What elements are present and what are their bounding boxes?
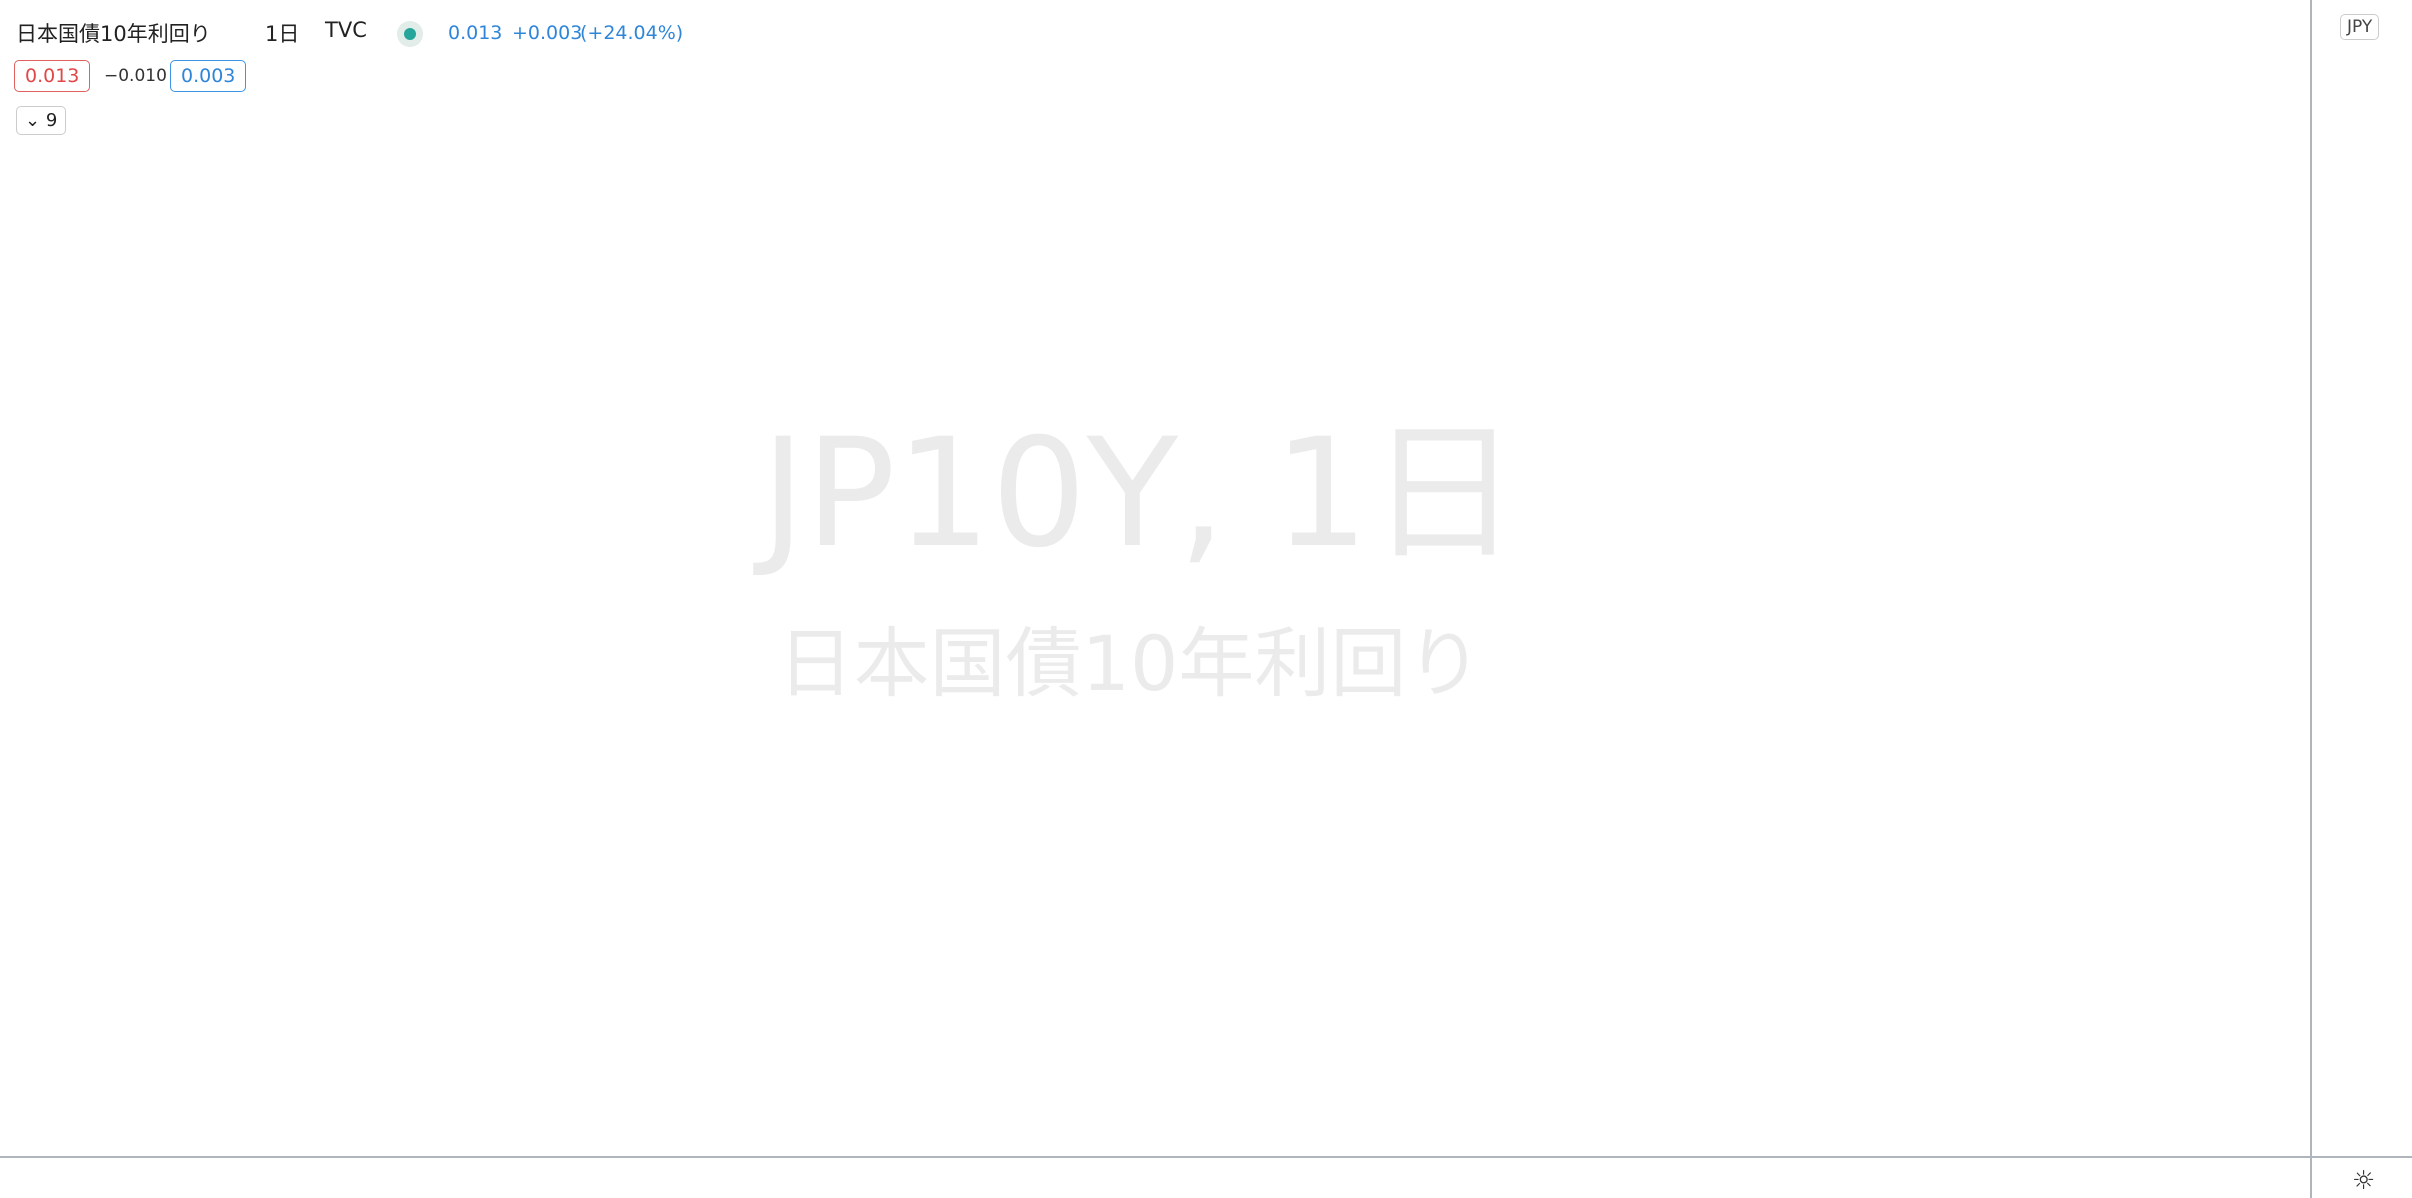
interval[interactable]: 1日 (265, 22, 300, 46)
change: +0.003 (512, 22, 583, 44)
watermark-sub: 日本国債10年利回り (778, 619, 1483, 708)
settings-icon[interactable]: ☼ (2352, 1166, 2376, 1196)
legend-value: 0.013 (14, 60, 91, 92)
legend-change: 0.003 (170, 60, 247, 92)
currency-button[interactable]: JPY (2340, 14, 2380, 40)
status-dot (404, 28, 416, 40)
indicator-toggle[interactable]: ⌄ 9 (16, 106, 67, 135)
source: TVC (325, 18, 367, 42)
change-pct: (+24.04%) (580, 22, 684, 44)
symbol-title: 日本国債10年利回り (16, 22, 211, 46)
legend-low: −0.010 (104, 66, 167, 86)
watermark: JP10Y, 1日 (753, 407, 1519, 581)
status-dot-bg (397, 21, 423, 47)
indicator-count: 9 (45, 110, 58, 131)
chevron: ⌄ (25, 110, 46, 131)
last-price: 0.013 (448, 22, 503, 44)
